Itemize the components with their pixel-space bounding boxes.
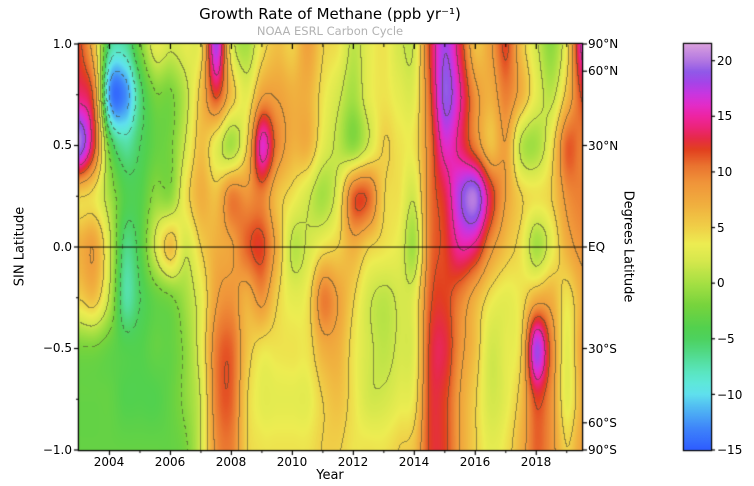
chart-subtitle: NOAA ESRL Carbon Cycle	[256, 24, 404, 38]
x-tick-label: 2016	[459, 455, 491, 469]
x-tick-label: 2006	[154, 455, 186, 469]
y-left-tick-label: −1.0	[42, 443, 72, 457]
y-right-tick-label: 90°N	[588, 37, 619, 51]
y-right-tick-label: 90°S	[588, 443, 617, 457]
y-axis-label-left: SIN Latitude	[12, 206, 28, 287]
colorbar-tick-label: −5	[717, 332, 735, 346]
y-left-tick-label: 0.0	[52, 240, 72, 254]
y-left-tick-label: −0.5	[42, 341, 72, 355]
x-tick-label: 2008	[215, 455, 247, 469]
colorbar-tick-label: 5	[717, 221, 725, 235]
x-tick-label: 2018	[520, 455, 552, 469]
x-tick-label: 2014	[398, 455, 430, 469]
chart-title: Growth Rate of Methane (ppb yr⁻¹)	[199, 5, 461, 23]
x-tick-label: 2010	[276, 455, 308, 469]
x-axis-label: Year	[316, 468, 344, 483]
y-right-tick-label: EQ	[588, 240, 606, 254]
colorbar-tick-label: 15	[717, 109, 733, 123]
colorbar-tick-label: 0	[717, 276, 725, 290]
colorbar-tick-label: 10	[717, 165, 733, 179]
y-right-tick-label: 60°N	[588, 64, 619, 78]
colorbar-tick-label: −10	[717, 388, 743, 402]
y-right-tick-label: 60°S	[588, 416, 617, 430]
y-right-tick-label: 30°N	[588, 139, 619, 153]
x-tick-label: 2012	[337, 455, 369, 469]
y-right-tick-label: 30°S	[588, 342, 617, 356]
colorbar-tick-label: −15	[717, 443, 743, 457]
colorbar-tick-label: 20	[717, 54, 733, 68]
y-left-tick-label: 0.5	[52, 138, 72, 152]
x-tick-label: 2004	[93, 455, 125, 469]
y-left-tick-label: 1.0	[52, 37, 72, 51]
